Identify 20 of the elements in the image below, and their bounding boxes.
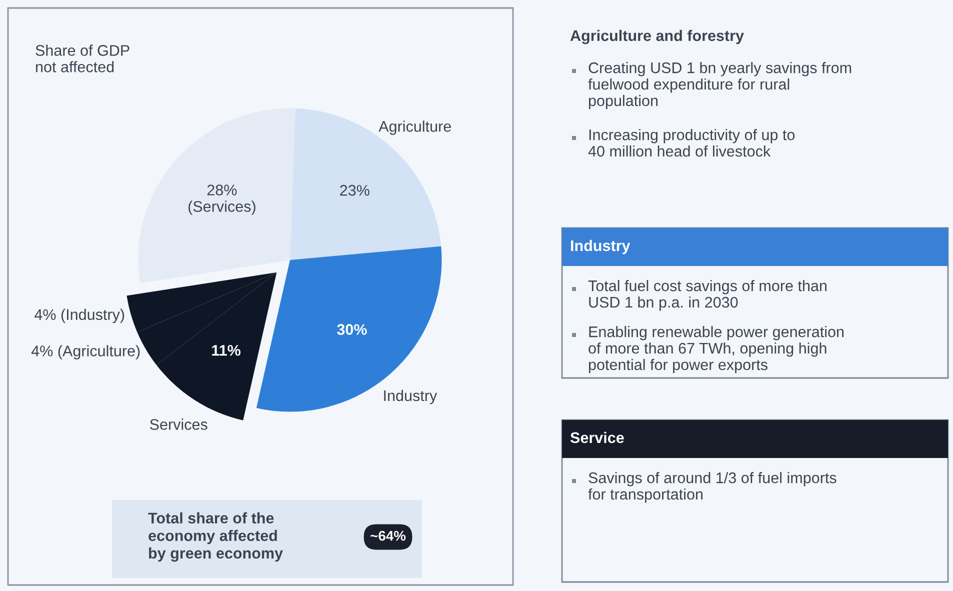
data-label: 4% (Industry) xyxy=(34,308,124,324)
text: Total share of the economy affected by green economy xyxy=(148,512,283,562)
slice-label: Industry xyxy=(384,390,438,404)
text: Industry xyxy=(571,240,630,254)
slice-label: Services xyxy=(150,418,208,430)
text: Service xyxy=(570,432,624,444)
data-label: 11% xyxy=(212,344,240,356)
text: Creating USD 1 bn yearly savings from fuelwood expenditure for rural population xyxy=(588,62,852,110)
text: Increasing productivity of up to 40 million head of livestock xyxy=(588,129,795,157)
text: Share of GDP not affected xyxy=(36,44,130,72)
text: ~64% xyxy=(370,530,406,541)
text: Savings of around 1/3 of fuel imports for transportation xyxy=(588,472,836,503)
slice-label: Agriculture xyxy=(378,120,451,135)
data-label: 28% (Services) xyxy=(188,184,256,215)
text: Agriculture and forestry xyxy=(570,30,744,44)
text: Enabling renewable power generation of more than 67 TWh, opening high potential for power exports xyxy=(588,326,844,374)
data-label: 30% xyxy=(337,324,367,335)
data-label: 23% xyxy=(340,184,370,196)
data-label: 4% (Agriculture) xyxy=(31,345,140,360)
text: Total fuel cost savings of more than USD 1 bn p.a. in 2030 xyxy=(588,280,826,311)
